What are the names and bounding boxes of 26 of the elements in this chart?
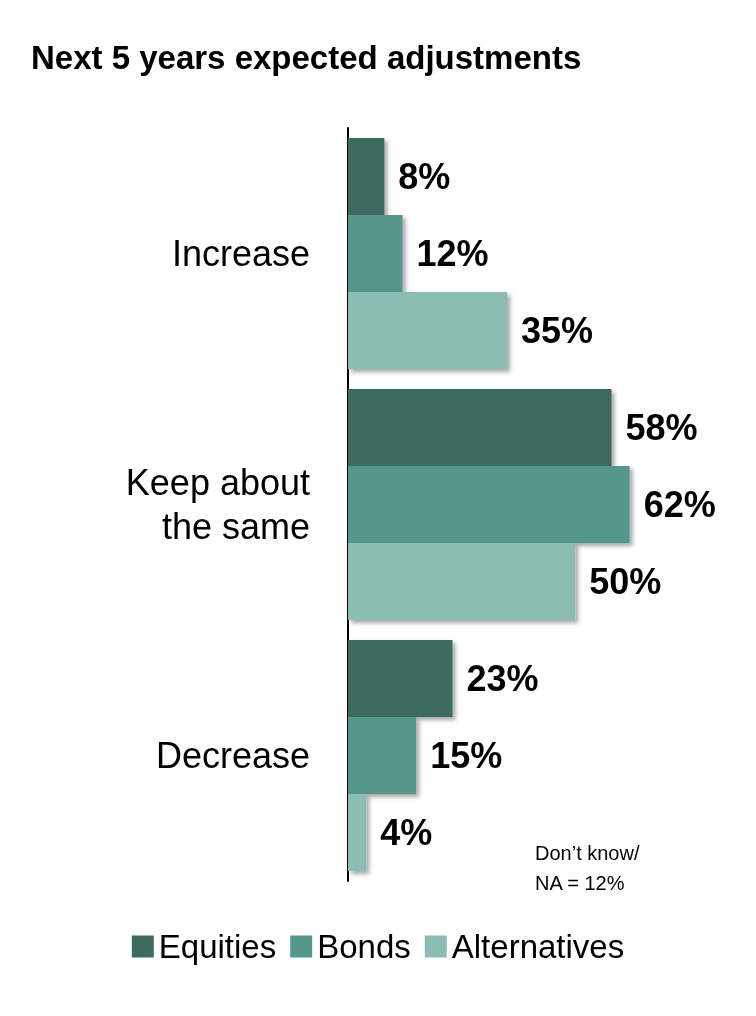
legend-label: Alternatives	[451, 928, 625, 965]
data-label: 8%	[398, 156, 451, 198]
bar	[348, 717, 417, 794]
data-label: 62%	[643, 484, 716, 525]
chart-title: Next 5 years expected adjustments	[31, 39, 582, 76]
data-label: 35%	[521, 309, 594, 351]
data-label: 23%	[466, 658, 539, 700]
bar	[348, 389, 612, 467]
legend-label: Bonds	[317, 928, 411, 965]
y-tick-label: Keep about the same	[125, 462, 310, 547]
bar	[348, 466, 630, 543]
data-label: 4%	[380, 811, 433, 853]
legend-label: Equities	[158, 928, 277, 965]
bar	[348, 640, 453, 718]
bar	[348, 138, 385, 216]
bar	[348, 215, 403, 292]
y-tick-label: Increase	[171, 233, 310, 274]
annotation: Don’t know/ NA = 12%	[535, 842, 640, 894]
data-label: 12%	[416, 233, 489, 274]
data-label: 50%	[589, 560, 662, 602]
bar	[348, 291, 507, 369]
data-label: 58%	[625, 407, 698, 449]
data-label: 15%	[430, 735, 503, 776]
y-tick-label: Decrease	[155, 735, 310, 776]
bar	[348, 793, 367, 871]
bar	[348, 542, 576, 620]
